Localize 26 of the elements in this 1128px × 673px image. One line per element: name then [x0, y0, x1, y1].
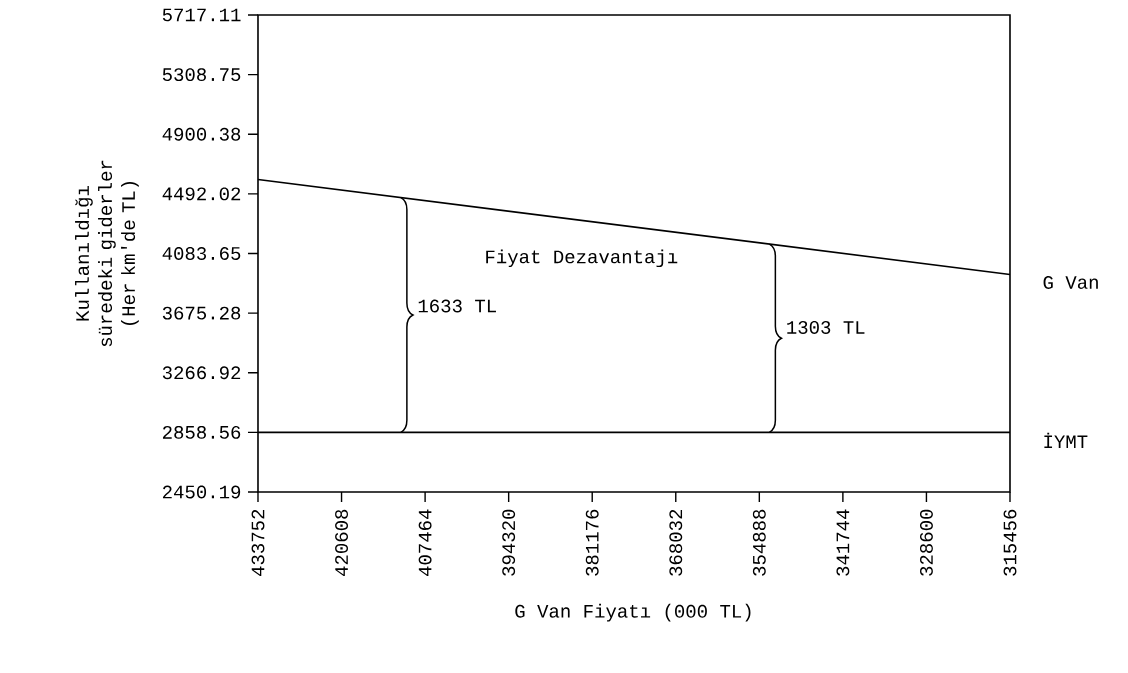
annotation: 1303 TL: [787, 320, 865, 334]
y-tick-label: 2858.56: [162, 425, 241, 439]
y-tick-label: 3675.28: [162, 306, 241, 320]
x-tick-label: 433752: [251, 509, 265, 576]
x-tick-label: 381176: [585, 509, 599, 576]
y-tick-label: 4083.65: [162, 247, 241, 260]
x-tick-label: 420608: [335, 509, 348, 576]
y-tick-label: 5308.75: [162, 68, 241, 82]
y-tick-label: 4492.02: [162, 187, 241, 201]
x-tick-label: 354888: [752, 509, 766, 576]
x-tick-label: 315456: [1003, 509, 1017, 576]
x-tick-label: 368032: [669, 509, 683, 576]
x-tick-label: 407464: [418, 509, 432, 576]
x-tick-label: 328600: [920, 509, 933, 576]
series-label: G Van: [1043, 276, 1098, 289]
series-label: İYMT: [1044, 432, 1088, 448]
y-tick-label: 2450.19: [162, 485, 241, 499]
x-tick-label: 341744: [836, 509, 850, 576]
y-tick-label: 3266.92: [162, 366, 241, 380]
annotation: Fiyat Dezavantajı: [486, 249, 678, 268]
x-axis-title: G Van Fiyatı (000 TL): [515, 603, 751, 622]
y-tick-label: 5717.11: [162, 8, 241, 22]
y-tick-label: 4900.38: [162, 127, 241, 141]
x-tick-label: 394320: [502, 509, 516, 576]
y-axis-title: Kullanıldığı süredeki giderler (Her km'de TL): [75, 160, 139, 347]
annotation: 1633 TL: [418, 299, 496, 313]
